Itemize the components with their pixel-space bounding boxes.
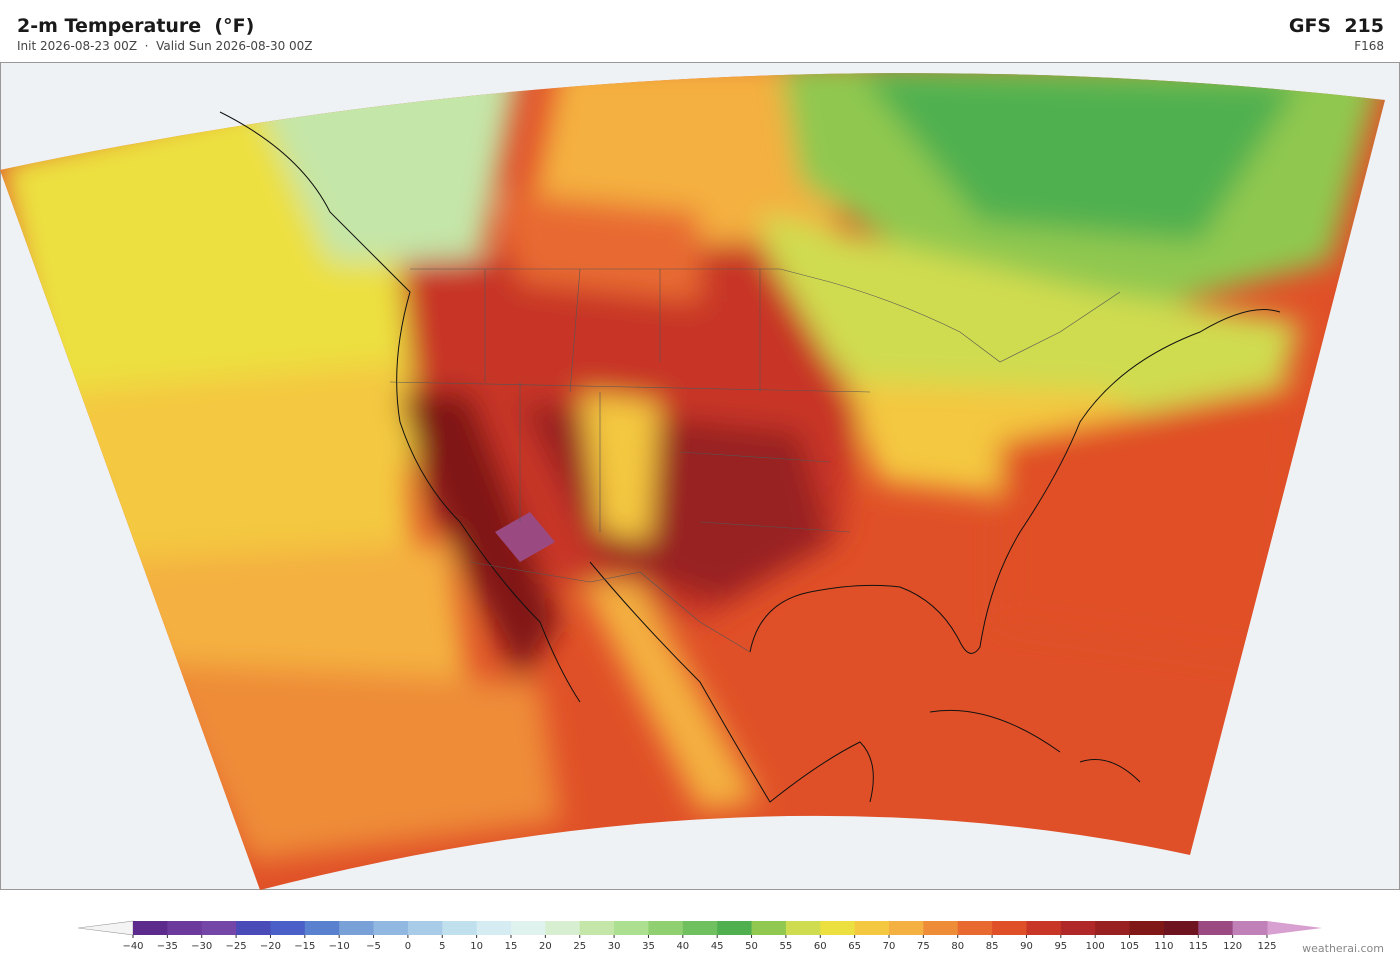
colorbar-tick-label: 45 [711, 941, 724, 952]
colorbar-bin [785, 921, 821, 935]
colorbar-tick-label: 125 [1257, 941, 1276, 952]
colorbar-bin [923, 921, 959, 935]
colorbar-tick-label: 90 [1020, 941, 1033, 952]
colorbar-tick-label: 100 [1086, 941, 1105, 952]
colorbar-bin [304, 921, 340, 935]
colorbar-tick-label: 75 [917, 941, 930, 952]
colorbar-bin [236, 921, 271, 935]
colorbar-bin [751, 921, 787, 935]
colorbar-bin [1232, 921, 1268, 935]
colorbar-bin [476, 921, 512, 935]
colorbar-bin [1163, 921, 1199, 935]
colorbar-bin [854, 921, 890, 935]
colorbar-bin [442, 921, 478, 935]
forecast-hour: F168 [1354, 39, 1384, 53]
colorbar-tick-label: −15 [294, 941, 315, 952]
subtitle: Init 2026-08-23 00Z · Valid Sun 2026-08-… [17, 39, 313, 53]
colorbar-bin [820, 921, 856, 935]
colorbar-tick-label: 35 [642, 941, 655, 952]
colorbar-tick-label: 25 [573, 941, 586, 952]
colorbar-tick-label: 55 [780, 941, 793, 952]
colorbar-tick-label: 70 [883, 941, 896, 952]
colorbar-tick-label: 20 [539, 941, 552, 952]
colorbar-bin [1060, 921, 1096, 935]
colorbar-tick-label: 95 [1054, 941, 1067, 952]
colorbar-bin [545, 921, 581, 935]
colorbar-tick-label: 10 [470, 941, 483, 952]
model: GFS 215 [1288, 15, 1384, 37]
title: 2-m Temperature (°F) [17, 15, 255, 37]
colorbar-tick-label: 40 [676, 941, 689, 952]
colorbar-bin [339, 921, 375, 935]
colorbar-tick-label: 30 [608, 941, 621, 952]
temperature-field [0, 73, 1385, 890]
colorbar-tick-label: 65 [848, 941, 861, 952]
colorbar-bin [648, 921, 684, 935]
colorbar-bin [614, 921, 649, 935]
colorbar-bin [167, 921, 203, 935]
colorbar-tick-label: −5 [366, 941, 381, 952]
colorbar-bin [957, 921, 993, 935]
colorbar-bin [682, 921, 718, 935]
colorbar: −40 −35 −30 −25 −20 −15 −10 −5 0 5 10 15 20 25 30 35 40 4… [77, 920, 1322, 952]
colorbar-bin [1095, 921, 1131, 935]
colorbar-bin [579, 921, 615, 935]
colorbar-tick-label: 0 [405, 941, 411, 952]
map [0, 62, 1400, 890]
colorbar-tick-label: 50 [745, 941, 758, 952]
colorbar-bin [717, 921, 753, 935]
colorbar-tick-label: −20 [260, 941, 281, 952]
credit: weatherai.com [1302, 942, 1384, 955]
colorbar-tick-label: −30 [191, 941, 212, 952]
colorbar-bin [201, 921, 237, 935]
coastlines [219, 111, 1281, 803]
colorbar-tick-label: −25 [226, 941, 247, 952]
colorbar-bin [270, 921, 306, 935]
colorbar-bin [1026, 921, 1062, 935]
colorbar-tick-label: 80 [951, 941, 964, 952]
colorbar-tick-label: 5 [439, 941, 445, 952]
colorbar-tick-label: 85 [986, 941, 999, 952]
colorbar-tick-label: 115 [1189, 941, 1208, 952]
colorbar-bin [373, 921, 409, 935]
colorbar-bin [407, 921, 443, 935]
colorbar-over [1267, 921, 1322, 935]
colorbar-bin [511, 921, 546, 935]
colorbar-bin [992, 921, 1027, 935]
hot-spot [495, 512, 555, 562]
colorbar-tick-label: 60 [814, 941, 827, 952]
colorbar-tick-label: 15 [505, 941, 518, 952]
colorbar-bin [1129, 921, 1165, 935]
colorbar-bin [889, 921, 924, 935]
borders [389, 268, 1121, 653]
colorbar-tick-label: 120 [1223, 941, 1242, 952]
colorbar-tick-label: −40 [122, 941, 143, 952]
colorbar-tick-label: 105 [1120, 941, 1139, 952]
colorbar-tick-label: −35 [157, 941, 178, 952]
colorbar-under [77, 920, 134, 936]
colorbar-bin [1198, 921, 1234, 935]
colorbar-tick-label: −10 [329, 941, 350, 952]
colorbar-tick-label: 110 [1154, 941, 1173, 952]
colorbar-bin [133, 921, 168, 935]
